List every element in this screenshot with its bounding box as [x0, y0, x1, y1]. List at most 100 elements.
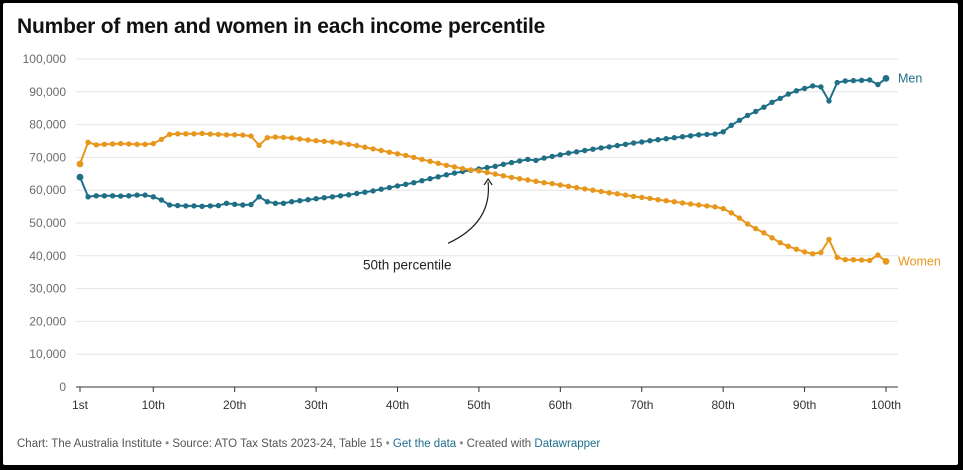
data-point-men [256, 194, 262, 200]
data-point-women [158, 136, 165, 143]
y-tick-label: 60,000 [29, 183, 66, 197]
data-point-men [704, 131, 710, 138]
data-point-women [126, 141, 132, 147]
data-point-women [606, 190, 612, 196]
data-point-women [549, 180, 555, 187]
y-tick-label: 0 [59, 380, 66, 394]
footer: Chart: The Australia Institute • Source:… [17, 438, 600, 450]
x-tick-label: 30th [304, 398, 327, 412]
footer-bullet: • [459, 438, 464, 450]
data-point-women [785, 243, 791, 249]
data-point-men [484, 164, 490, 171]
data-point-men [785, 91, 791, 97]
data-point-women [826, 236, 832, 243]
data-point-men [777, 95, 783, 102]
data-point-men [223, 200, 230, 206]
data-point-women [191, 131, 197, 137]
data-point-men [606, 144, 612, 150]
data-point-women [232, 132, 238, 138]
data-point-women [85, 139, 91, 145]
data-point-men [858, 77, 865, 84]
annotation: 50th percentile [363, 177, 493, 273]
data-point-men [679, 134, 686, 140]
data-point-women [769, 235, 775, 241]
x-tick-label: 60th [549, 398, 572, 412]
annotation-arrowhead [483, 177, 493, 186]
data-point-men [370, 188, 376, 194]
data-point-men [134, 192, 140, 198]
data-point-women [875, 252, 881, 258]
data-point-women [199, 130, 205, 137]
data-point-men [297, 198, 303, 204]
annotation-label: 50th percentile [363, 258, 452, 273]
data-point-women [573, 184, 580, 191]
data-point-men [248, 201, 254, 208]
data-point-men [728, 122, 734, 128]
datawrapper-link[interactable]: Datawrapper [534, 438, 601, 450]
data-point-women [476, 168, 482, 174]
data-point-men [622, 141, 629, 147]
data-point-women [183, 131, 189, 137]
data-point-men [240, 202, 246, 208]
data-point-women [696, 202, 702, 208]
data-point-men [435, 174, 441, 180]
y-tick-label: 10,000 [29, 347, 66, 361]
data-point-men [736, 117, 743, 124]
data-point-women [810, 251, 816, 257]
data-point-men [753, 108, 759, 115]
data-point-men [215, 202, 222, 209]
series-men [76, 75, 890, 209]
data-point-women [679, 200, 686, 206]
data-point-men [573, 149, 580, 155]
data-point-men [818, 84, 824, 90]
x-tick-label: 100th [871, 398, 901, 412]
source-text: Source: ATO Tax Stats 2023-24, Table 15 [172, 438, 383, 450]
data-point-women [386, 149, 393, 155]
data-point-women [818, 249, 824, 256]
data-point-women [175, 131, 181, 137]
data-point-men [419, 178, 425, 184]
data-point-men [614, 142, 620, 149]
x-tick-label: 20th [223, 398, 246, 412]
data-point-women [541, 180, 547, 186]
data-point-women [297, 136, 303, 142]
y-tick-label: 40,000 [29, 249, 66, 263]
data-point-men [655, 137, 661, 143]
data-point-women [557, 182, 563, 188]
data-point-men [76, 173, 84, 181]
series-layer [76, 75, 890, 265]
data-point-women [687, 201, 694, 207]
data-point-men [305, 197, 311, 203]
data-point-men [744, 112, 751, 119]
data-point-women [761, 230, 767, 236]
data-point-men [166, 202, 173, 208]
x-tick-label: 1st [72, 398, 89, 412]
data-point-men [720, 129, 726, 135]
data-point-women [101, 141, 108, 147]
data-point-men [500, 161, 507, 167]
y-tick-label: 30,000 [29, 282, 66, 296]
data-point-women [850, 257, 857, 263]
data-point-women [712, 204, 718, 210]
data-point-men [451, 170, 458, 176]
data-point-men [761, 104, 767, 110]
y-tick-label: 80,000 [29, 118, 66, 132]
data-point-men [867, 77, 873, 83]
data-point-women [582, 186, 588, 192]
data-point-men [671, 135, 677, 141]
data-point-men [175, 202, 181, 209]
data-point-men [403, 181, 409, 187]
get-data-link[interactable]: Get the data [392, 438, 457, 450]
data-point-women [598, 188, 604, 195]
data-point-men [394, 183, 401, 189]
x-tick-label: 40th [386, 398, 409, 412]
series-label-men: Men [898, 71, 922, 85]
data-point-men [582, 147, 588, 154]
data-point-women [280, 134, 287, 141]
data-point-women [614, 191, 620, 197]
data-point-women [142, 141, 148, 147]
data-point-men [801, 85, 808, 92]
data-point-women [655, 197, 661, 203]
data-point-women [150, 140, 156, 147]
data-point-men [346, 192, 352, 198]
